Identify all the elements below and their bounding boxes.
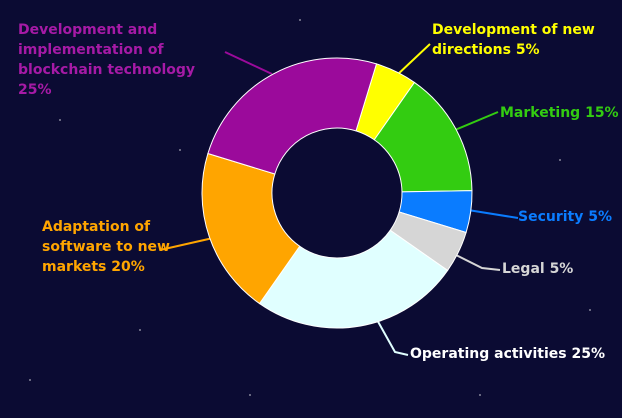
category-name: Marketing [500, 105, 581, 121]
slice [258, 229, 449, 329]
leader-line [455, 254, 501, 271]
category-name: Operating activities [410, 346, 567, 362]
slice-label: Operating activities 25% [410, 344, 620, 364]
slice [207, 57, 378, 175]
value-label: 5% [515, 42, 540, 58]
slice-label: Adaptation of software to new markets 20… [42, 217, 182, 277]
value-label: 5% [588, 209, 613, 225]
value-label: 25% [571, 346, 605, 362]
value-label: 25% [18, 82, 52, 98]
leader-line [375, 317, 409, 356]
stars [29, 19, 591, 396]
category-name: Security [518, 209, 584, 225]
leader-line [224, 51, 273, 75]
category-name: Development of new directions [432, 22, 595, 58]
slice [201, 152, 301, 305]
leader-line [159, 237, 214, 251]
slice-label: Development and implementation of blockc… [18, 20, 230, 100]
slice-label: Legal 5% [502, 259, 602, 279]
category-name: Legal [502, 261, 545, 277]
leader-line [467, 209, 519, 219]
value-label: 15% [585, 105, 619, 121]
value-label: 20% [111, 259, 145, 275]
slice-label: Security 5% [518, 207, 618, 227]
leader-line [395, 43, 431, 77]
slice-label: Marketing 15% [500, 103, 620, 123]
slice-label: Development of new directions 5% [432, 20, 607, 60]
category-name: Adaptation of software to new markets [42, 219, 170, 275]
value-label: 5% [549, 261, 574, 277]
category-name: Development and implementation of blockc… [18, 22, 196, 78]
leader-lines [159, 43, 519, 356]
leader-line [454, 111, 499, 131]
